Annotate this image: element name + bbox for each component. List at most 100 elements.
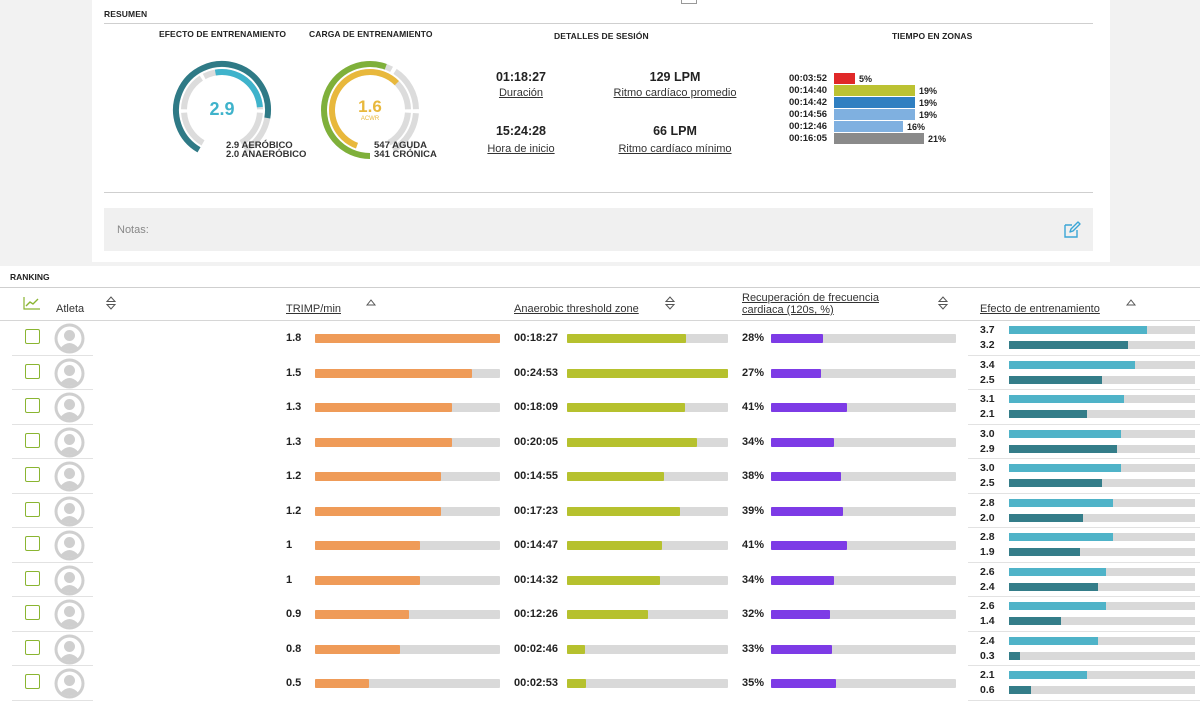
row-divider — [968, 492, 1200, 494]
aerobic-effect-value: 3.7 — [980, 324, 995, 336]
start-time-label[interactable]: Hora de inicio — [487, 143, 555, 155]
recovery-bar — [771, 403, 956, 412]
anaerobic-effect-bar-fill — [1009, 617, 1061, 625]
row-divider — [968, 458, 1200, 459]
anaerobic-zone-bar-fill — [567, 541, 662, 550]
row-divider — [968, 527, 1200, 528]
select-checkbox[interactable] — [25, 467, 40, 482]
sort-both-icon[interactable] — [664, 295, 676, 311]
anaerobic-effect-value: 2.9 — [980, 442, 995, 455]
anaerobic-effect-bar-fill — [1009, 341, 1128, 349]
anaerobic-zone-time: 00:12:26 — [514, 608, 559, 620]
trimp-bar-fill — [315, 472, 441, 481]
recovery-header[interactable]: Recuperación de frecuencia cardiaca (120… — [742, 292, 879, 316]
avg-hr-label[interactable]: Ritmo cardíaco promedio — [613, 87, 737, 99]
anaerobic-effect-bar-fill — [1009, 375, 1102, 384]
gauge-track-segment — [391, 112, 419, 153]
aerobic-effect-bar-fill — [1009, 360, 1135, 369]
anaerobic-zone-bar — [567, 610, 728, 619]
sort-both-icon[interactable] — [937, 295, 949, 311]
trimp-bar-fill — [315, 437, 452, 447]
recovery-value: 38% — [742, 470, 765, 482]
anaerobic-effect-value: 2.0 — [980, 511, 995, 524]
anaerobic-effect-value: 2.1 — [980, 408, 995, 420]
notes-field[interactable]: Notas: — [104, 208, 1093, 251]
chronic-arc — [321, 61, 387, 159]
ranking-panel: RANKING Atleta TRIMP/min Anaerobic thres… — [0, 266, 1200, 708]
anaerobic-zone-time: 00:02:46 — [514, 642, 559, 655]
chronic-legend: 341 CRÓNICA — [374, 149, 437, 160]
select-checkbox[interactable] — [25, 398, 40, 413]
row-divider — [12, 423, 93, 425]
table-row: 1.8 00:18:27 28% 3.7 3.2 — [0, 321, 1200, 356]
anaerobic-zone-bar — [567, 334, 728, 343]
gauge-track-segment — [181, 112, 205, 146]
anaerobic-effect-bar-fill — [1009, 513, 1083, 522]
aerobic-effect-bar-fill — [1009, 498, 1113, 507]
select-checkbox[interactable] — [25, 363, 40, 379]
row-divider — [968, 665, 1200, 666]
recovery-header-line1: Recuperación de frecuencia — [742, 292, 879, 304]
athlete-header[interactable]: Atleta — [56, 303, 85, 315]
trend-chart-icon[interactable] — [23, 296, 41, 310]
select-checkbox[interactable] — [25, 329, 40, 344]
anaerobic-effect-value: 2.4 — [980, 580, 995, 593]
row-divider — [12, 527, 93, 528]
training-effect-value: 2.9 — [209, 99, 235, 119]
recovery-bar — [771, 575, 956, 585]
trimp-bar-fill — [315, 506, 441, 516]
avatar — [54, 358, 85, 389]
recovery-bar-fill — [771, 506, 843, 516]
row-divider — [12, 630, 93, 632]
anaerobic-zone-bar — [567, 368, 728, 378]
notes-divider — [104, 192, 1093, 193]
recovery-bar-fill — [771, 644, 832, 654]
recovery-bar-fill — [771, 334, 823, 343]
zones-title: TIEMPO EN ZONAS — [892, 31, 973, 41]
duration-value: 01:18:27 — [495, 70, 547, 84]
sort-asc-icon[interactable] — [1125, 298, 1137, 307]
trimp-bar — [315, 541, 500, 550]
recovery-bar-fill — [771, 541, 847, 550]
row-divider — [968, 630, 1200, 632]
select-checkbox[interactable] — [25, 674, 40, 689]
recovery-bar — [771, 368, 956, 378]
acute-arc — [329, 69, 399, 149]
select-checkbox[interactable] — [25, 536, 40, 551]
training-load-gauge — [321, 61, 419, 159]
notes-placeholder: Notas: — [117, 224, 149, 236]
sort-asc-icon[interactable] — [365, 298, 377, 307]
anaerobic-zone-bar — [567, 437, 728, 447]
anaerobic-effect-bar — [1009, 410, 1195, 418]
recovery-value: 41% — [742, 539, 765, 551]
select-checkbox[interactable] — [25, 501, 40, 517]
anaerobic-zone-bar-fill — [567, 575, 660, 585]
table-row: 1.2 00:17:23 39% 2.8 2.0 — [0, 494, 1200, 528]
duration-label[interactable]: Duración — [498, 87, 544, 99]
aerobic-effect-bar — [1009, 567, 1195, 576]
select-checkbox[interactable] — [25, 639, 40, 655]
sort-both-icon[interactable] — [105, 295, 117, 311]
gauge-track-segment — [393, 68, 419, 110]
summary-divider — [104, 23, 1093, 24]
zone-percent: 19% — [919, 110, 938, 120]
anaerobic-effect-value: 0.3 — [980, 649, 995, 662]
trimp-value: 0.5 — [286, 677, 302, 689]
trimp-bar-fill — [315, 334, 500, 343]
select-checkbox[interactable] — [25, 605, 40, 620]
drag-handle[interactable] — [681, 0, 697, 4]
anaerobic-zone-header[interactable]: Anaerobic threshold zone — [514, 303, 639, 315]
select-checkbox[interactable] — [25, 432, 40, 448]
edit-icon[interactable] — [1063, 221, 1081, 239]
trimp-bar-fill — [315, 610, 409, 619]
effect-header[interactable]: Efecto de entrenamiento — [980, 303, 1100, 315]
trimp-bar-fill — [315, 541, 420, 550]
min-hr-label[interactable]: Ritmo cardíaco mínimo — [618, 143, 732, 155]
avatar — [54, 599, 85, 630]
row-divider — [968, 699, 1200, 701]
trimp-header[interactable]: TRIMP/min — [286, 303, 341, 315]
anaerobic-effect-bar-fill — [1009, 651, 1020, 660]
select-checkbox[interactable] — [25, 570, 40, 586]
trimp-value: 1.8 — [286, 332, 302, 344]
aerobic-effect-bar-fill — [1009, 395, 1124, 403]
